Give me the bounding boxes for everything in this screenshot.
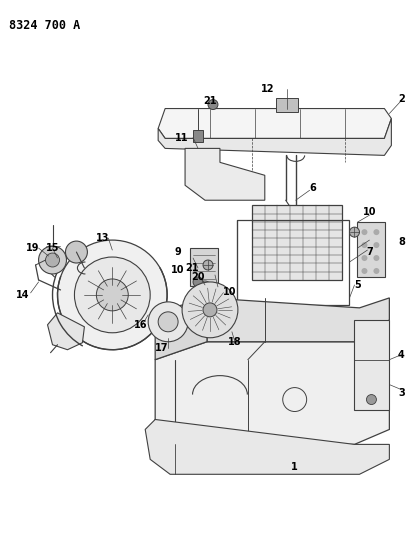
- Text: 21: 21: [203, 95, 216, 106]
- Circle shape: [202, 303, 216, 317]
- Circle shape: [373, 242, 378, 248]
- Circle shape: [219, 290, 229, 300]
- Polygon shape: [145, 419, 389, 474]
- Circle shape: [57, 240, 167, 350]
- Bar: [251, 205, 341, 280]
- Text: 10: 10: [222, 287, 236, 297]
- Bar: [275, 98, 297, 111]
- Text: 11: 11: [175, 133, 189, 143]
- Text: 20: 20: [191, 272, 204, 282]
- Text: 1: 1: [291, 462, 297, 472]
- Circle shape: [202, 260, 212, 270]
- Text: 8324 700 A: 8324 700 A: [9, 19, 80, 32]
- Circle shape: [366, 394, 375, 405]
- Text: 18: 18: [227, 337, 241, 347]
- Text: 3: 3: [397, 387, 404, 398]
- Text: 6: 6: [308, 183, 315, 193]
- Text: 2: 2: [397, 94, 404, 103]
- Polygon shape: [158, 118, 391, 156]
- Text: 4: 4: [397, 350, 404, 360]
- Circle shape: [373, 229, 378, 235]
- Polygon shape: [158, 109, 391, 139]
- Bar: [193, 131, 202, 142]
- Text: 17: 17: [155, 343, 169, 353]
- Circle shape: [361, 268, 366, 274]
- Circle shape: [361, 255, 366, 261]
- Text: 13: 13: [95, 233, 109, 243]
- Circle shape: [373, 268, 378, 274]
- Polygon shape: [207, 298, 389, 342]
- Text: 8: 8: [397, 237, 404, 247]
- Text: 10: 10: [171, 265, 184, 275]
- Circle shape: [361, 242, 366, 248]
- Bar: [236, 220, 348, 305]
- Text: 15: 15: [46, 243, 59, 253]
- Circle shape: [198, 281, 211, 293]
- Text: 16: 16: [133, 320, 146, 330]
- Polygon shape: [155, 298, 207, 360]
- Circle shape: [193, 277, 202, 287]
- Bar: [190, 248, 218, 286]
- Bar: [357, 222, 384, 277]
- Bar: [354, 320, 389, 409]
- Circle shape: [361, 229, 366, 235]
- Circle shape: [148, 302, 188, 342]
- Text: 7: 7: [365, 247, 372, 257]
- Text: 12: 12: [261, 84, 274, 94]
- Text: 10: 10: [362, 207, 375, 217]
- Text: 9: 9: [174, 247, 181, 257]
- Circle shape: [158, 312, 178, 332]
- Polygon shape: [47, 313, 84, 350]
- Circle shape: [65, 241, 87, 263]
- Circle shape: [182, 282, 237, 338]
- Text: 5: 5: [353, 280, 360, 290]
- Polygon shape: [155, 342, 389, 445]
- Circle shape: [348, 227, 359, 237]
- Circle shape: [38, 246, 66, 274]
- Text: 21: 21: [185, 263, 198, 273]
- Text: 14: 14: [16, 290, 29, 300]
- Circle shape: [373, 255, 378, 261]
- Polygon shape: [184, 148, 264, 200]
- Text: 19: 19: [26, 243, 39, 253]
- Circle shape: [74, 257, 150, 333]
- Circle shape: [96, 279, 128, 311]
- Circle shape: [45, 253, 59, 267]
- Circle shape: [207, 100, 218, 110]
